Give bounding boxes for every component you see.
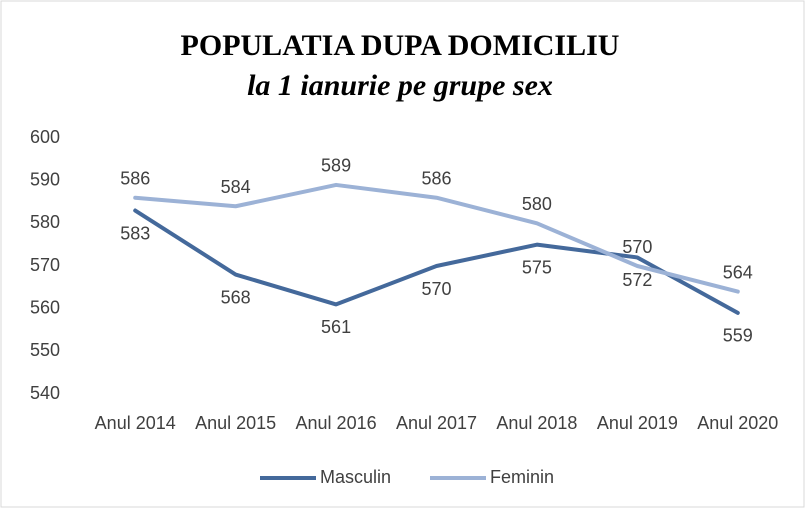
data-label: 586 (120, 168, 150, 188)
legend-label: Feminin (490, 467, 554, 487)
line (133, 182, 740, 294)
data-label: 564 (723, 262, 753, 282)
data-label: 561 (321, 317, 351, 337)
x-tick-label: Anul 2017 (396, 413, 477, 433)
data-label: 583 (120, 223, 150, 243)
data-label: 568 (221, 287, 251, 307)
x-tick-label: Anul 2018 (496, 413, 577, 433)
data-label: 580 (522, 194, 552, 214)
y-tick-label: 550 (30, 340, 60, 360)
data-label: 570 (421, 279, 451, 299)
data-label: 589 (321, 156, 351, 176)
y-tick-label: 600 (30, 127, 60, 147)
y-tick-label: 560 (30, 297, 60, 317)
x-tick-label: Anul 2015 (195, 413, 276, 433)
y-tick-label: 590 (30, 169, 60, 189)
x-tick-label: Anul 2014 (95, 413, 176, 433)
y-tick-label: 570 (30, 255, 60, 275)
y-tick-label: 580 (30, 212, 60, 232)
x-tick-label: Anul 2020 (697, 413, 778, 433)
legend-label: Masculin (320, 467, 391, 487)
chart-subtitle: la 1 ianurie pe grupe sex (247, 69, 553, 102)
data-label: 584 (221, 177, 251, 197)
data-label: 559 (723, 326, 753, 346)
x-tick-label: Anul 2016 (296, 413, 377, 433)
data-label: 575 (522, 257, 552, 277)
x-tick-label: Anul 2019 (597, 413, 678, 433)
data-label: 570 (622, 237, 652, 257)
line (133, 208, 740, 315)
data-label: 572 (622, 270, 652, 290)
data-label: 586 (421, 168, 451, 188)
chart-title: POPULATIA DUPA DOMICILIU (181, 29, 620, 62)
y-tick-label: 540 (30, 383, 60, 403)
